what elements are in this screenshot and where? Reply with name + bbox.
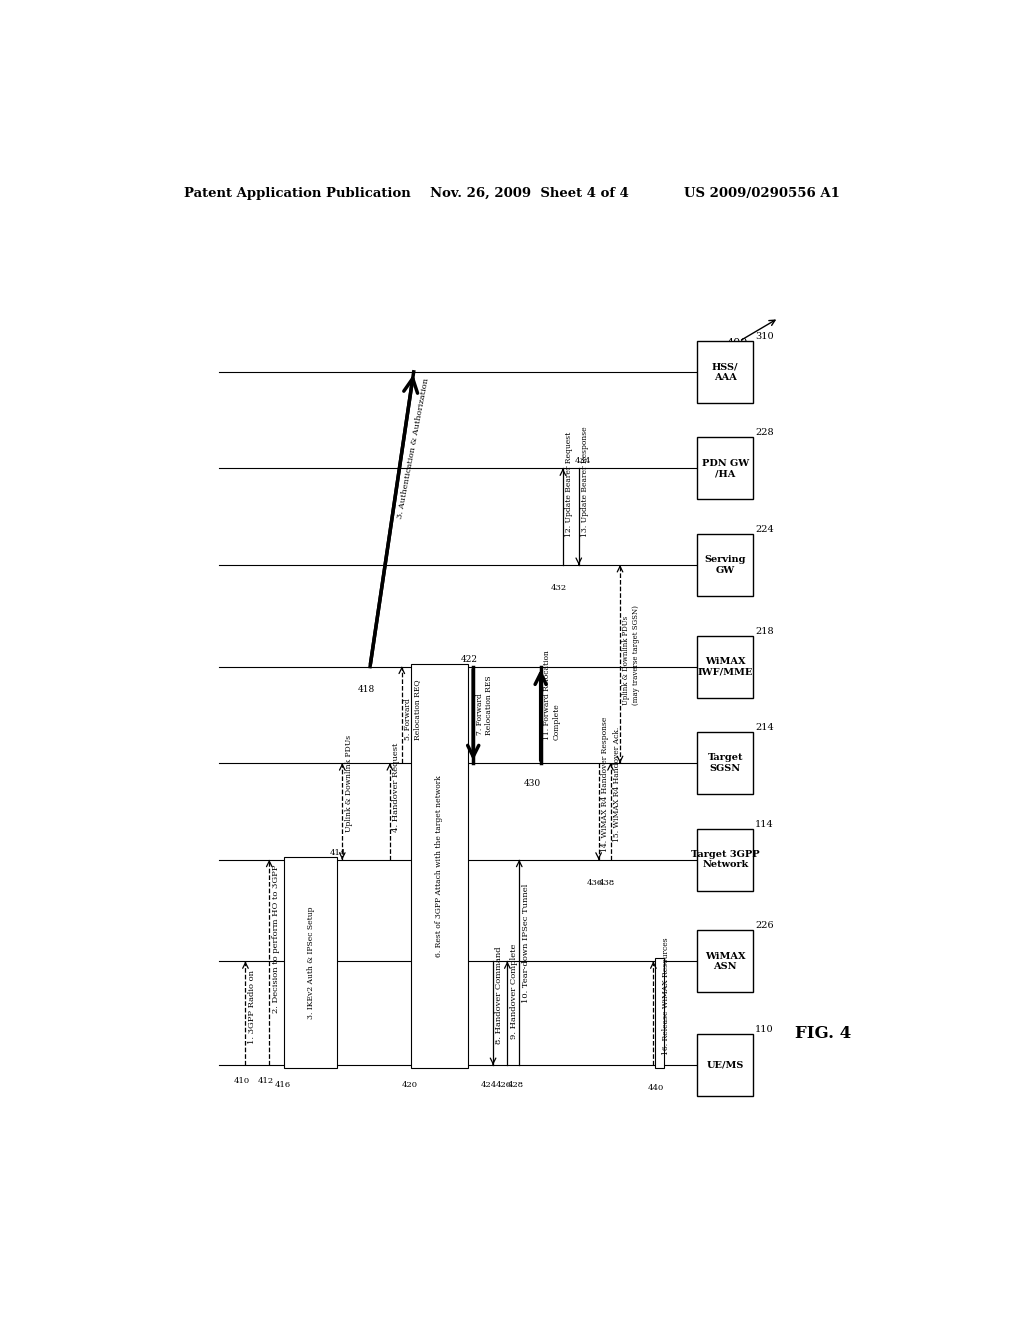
Text: 16. Release WiMAX Resources: 16. Release WiMAX Resources [663, 937, 670, 1055]
Text: 422: 422 [461, 655, 478, 664]
Text: 114: 114 [755, 820, 774, 829]
Text: 436: 436 [587, 879, 603, 887]
Text: 416: 416 [274, 1081, 291, 1089]
Text: 420: 420 [401, 1081, 418, 1089]
FancyBboxPatch shape [697, 733, 754, 795]
Text: Patent Application Publication: Patent Application Publication [183, 187, 411, 201]
Text: WiMAX
IWF/MME: WiMAX IWF/MME [697, 657, 753, 676]
Text: 9. Handover Complete: 9. Handover Complete [510, 944, 518, 1039]
Text: 428: 428 [507, 1081, 523, 1089]
Text: 12. Update Bearer Request: 12. Update Bearer Request [565, 432, 573, 537]
Text: 110: 110 [755, 1026, 773, 1034]
FancyBboxPatch shape [697, 341, 754, 403]
Text: FIG. 4: FIG. 4 [795, 1024, 851, 1041]
FancyBboxPatch shape [412, 664, 468, 1068]
Text: Uplink & Downlink PDUs
(may traverse target SGSN): Uplink & Downlink PDUs (may traverse tar… [623, 605, 640, 705]
Text: 310: 310 [755, 331, 773, 341]
Text: 6. Rest of 3GPP Attach with the target network: 6. Rest of 3GPP Attach with the target n… [435, 775, 443, 957]
Text: 5. Forward
Relocation REQ: 5. Forward Relocation REQ [404, 680, 421, 741]
FancyArrowPatch shape [371, 379, 418, 664]
Text: 10. Tear-down IPSec Tunnel: 10. Tear-down IPSec Tunnel [521, 883, 529, 1003]
Text: 214: 214 [755, 723, 774, 733]
Text: 414: 414 [330, 849, 346, 857]
Text: Uplink & Downlink PDUs: Uplink & Downlink PDUs [345, 735, 352, 832]
Text: PDN GW
/HA: PDN GW /HA [701, 459, 749, 478]
Text: 4. Handover Request: 4. Handover Request [392, 742, 400, 832]
Text: 15. WiMAX R4 Handover Ack.: 15. WiMAX R4 Handover Ack. [613, 727, 621, 842]
FancyBboxPatch shape [697, 636, 754, 697]
Text: 438: 438 [598, 879, 614, 887]
Text: 426: 426 [496, 1081, 511, 1089]
Text: Serving
GW: Serving GW [705, 556, 745, 574]
Text: Target
SGSN: Target SGSN [708, 754, 743, 772]
FancyBboxPatch shape [697, 1034, 754, 1096]
Text: 3. IKEv2 Auth & IPSec Setup: 3. IKEv2 Auth & IPSec Setup [306, 906, 314, 1019]
Text: 3. Authentication & Authorization: 3. Authentication & Authorization [396, 378, 430, 519]
Text: 8. Handover Command: 8. Handover Command [496, 946, 504, 1044]
Text: WiMAX
ASN: WiMAX ASN [705, 952, 745, 972]
Text: 218: 218 [755, 627, 773, 635]
Text: Nov. 26, 2009  Sheet 4 of 4: Nov. 26, 2009 Sheet 4 of 4 [430, 187, 629, 201]
Text: 424: 424 [481, 1081, 498, 1089]
FancyArrowPatch shape [536, 673, 546, 760]
Text: 400: 400 [727, 338, 749, 348]
Text: Target 3GPP
Network: Target 3GPP Network [691, 850, 760, 870]
Text: 434: 434 [574, 457, 591, 466]
Text: UE/MS: UE/MS [707, 1060, 743, 1069]
Text: US 2009/0290556 A1: US 2009/0290556 A1 [684, 187, 840, 201]
Text: 418: 418 [357, 685, 375, 694]
Text: 430: 430 [524, 779, 542, 788]
Text: 13. Update Bearer Response: 13. Update Bearer Response [582, 426, 589, 537]
Text: 226: 226 [755, 921, 773, 931]
Text: 7. Forward
Relocation RES: 7. Forward Relocation RES [475, 676, 493, 735]
FancyBboxPatch shape [697, 931, 754, 993]
FancyBboxPatch shape [697, 437, 754, 499]
Text: 11. Forward Relocation
Complete: 11. Forward Relocation Complete [543, 651, 560, 741]
Text: 228: 228 [755, 429, 773, 437]
FancyBboxPatch shape [285, 857, 337, 1068]
FancyBboxPatch shape [697, 535, 754, 595]
FancyArrowPatch shape [468, 669, 479, 756]
Text: 224: 224 [755, 525, 774, 533]
FancyBboxPatch shape [697, 829, 754, 891]
Text: 14. WiMAX R4 Handover Response: 14. WiMAX R4 Handover Response [601, 717, 609, 853]
FancyBboxPatch shape [655, 958, 665, 1068]
Text: 440: 440 [647, 1085, 664, 1093]
Text: HSS/
AAA: HSS/ AAA [712, 362, 738, 381]
Text: 2. Decision to perform HO to 3GPP: 2. Decision to perform HO to 3GPP [271, 865, 280, 1014]
Text: 410: 410 [233, 1077, 250, 1085]
Text: 412: 412 [257, 1077, 273, 1085]
Text: 1. 3GPP Radio on: 1. 3GPP Radio on [248, 970, 256, 1044]
Text: 432: 432 [551, 585, 567, 593]
